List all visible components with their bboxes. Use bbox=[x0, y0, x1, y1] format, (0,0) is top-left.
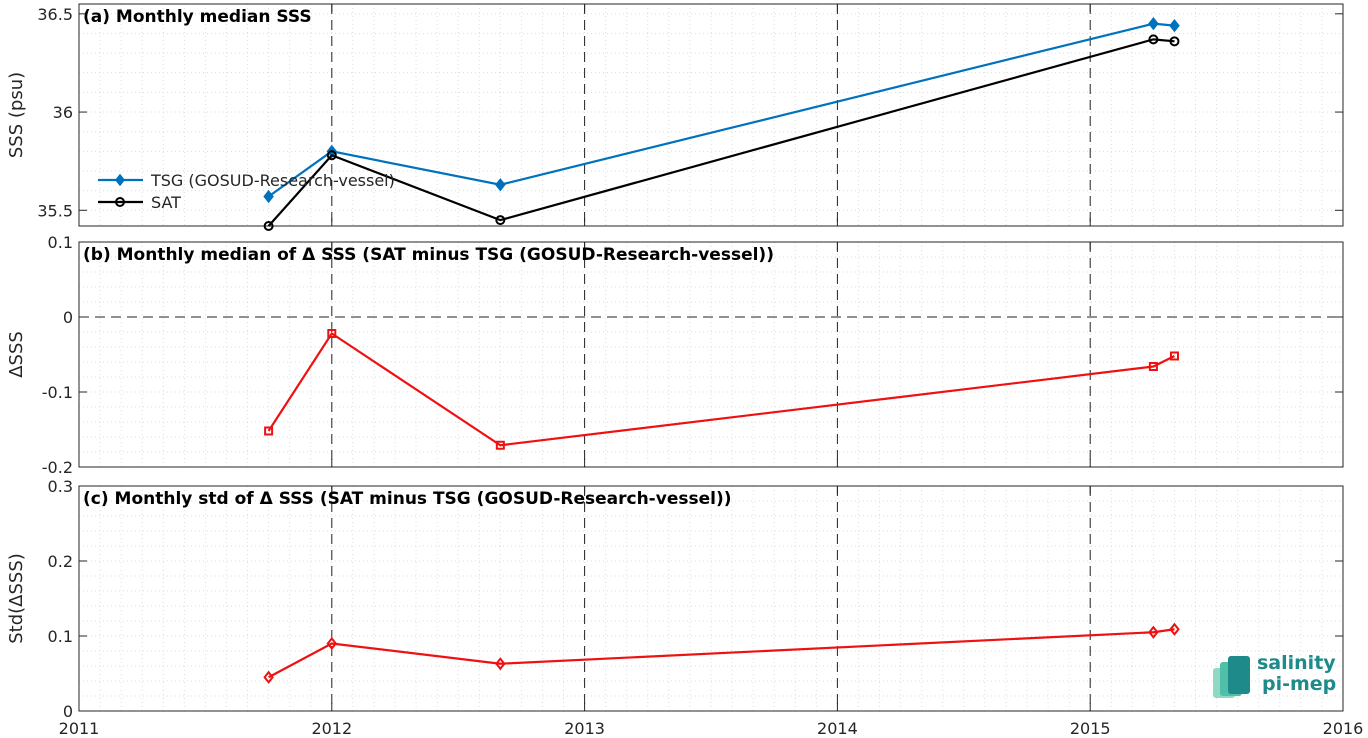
y-tick-label: 0.3 bbox=[48, 477, 73, 496]
data-point bbox=[495, 657, 506, 671]
x-tick-label: 2016 bbox=[1323, 719, 1364, 738]
legend-marker bbox=[115, 197, 125, 207]
data-point bbox=[495, 215, 506, 226]
legend-label: SAT bbox=[151, 193, 181, 212]
panel-b: -0.2 -0.1 0 0.1 ΔSSS (b) Monthly median of Δ … bbox=[6, 233, 1344, 477]
data-point bbox=[1148, 362, 1158, 371]
data-point bbox=[263, 670, 274, 684]
y-tick-label: 36.5 bbox=[37, 5, 73, 24]
y-tick-label: 0.1 bbox=[48, 627, 73, 646]
series-line bbox=[268, 628, 1175, 679]
data-point bbox=[1169, 19, 1180, 33]
data-point bbox=[264, 426, 274, 436]
series-line bbox=[267, 331, 1175, 447]
x-tick-label: 2012 bbox=[311, 719, 352, 738]
y-tick-label: -0.1 bbox=[42, 383, 73, 402]
logo-line1: salinity bbox=[1257, 652, 1336, 674]
data-point bbox=[263, 189, 274, 204]
data-point bbox=[263, 221, 274, 231]
data-point bbox=[326, 150, 337, 161]
y-tick-label: 35.5 bbox=[37, 201, 73, 220]
x-tick-label: 2013 bbox=[564, 719, 605, 738]
data-point bbox=[326, 636, 338, 651]
series-line bbox=[267, 22, 1175, 198]
data-point bbox=[1148, 34, 1159, 45]
data-point bbox=[327, 329, 337, 338]
y-tick-label: 36 bbox=[53, 103, 73, 122]
y-tick-label: 0.2 bbox=[48, 552, 73, 571]
y-tick-label: 0 bbox=[63, 702, 73, 721]
legend-label: TSG (GOSUD-Research-vessel) bbox=[150, 171, 395, 190]
data-point bbox=[495, 178, 506, 192]
data-point bbox=[1169, 36, 1180, 47]
data-point bbox=[1148, 17, 1159, 31]
x-tick-label: 2015 bbox=[1070, 719, 1111, 738]
panel-a: 35.5 36 36.5 SSS (psu) (a) Monthly median SS… bbox=[6, 3, 1344, 231]
axes-box bbox=[78, 241, 1344, 468]
y-axis-label: Std(ΔSSS) bbox=[6, 553, 27, 644]
axes-box bbox=[78, 3, 1344, 227]
y-tick-label: 0 bbox=[63, 308, 73, 327]
y-tick-label: 0.1 bbox=[48, 233, 73, 252]
data-point bbox=[1169, 622, 1180, 636]
logo-line2: pi-mep bbox=[1262, 673, 1336, 695]
data-point bbox=[495, 440, 505, 450]
y-tick-label: -0.2 bbox=[42, 458, 73, 477]
panel-title: (c) Monthly std of Δ SSS (SAT minus TSG … bbox=[83, 489, 731, 509]
axes-box bbox=[78, 485, 1344, 712]
legend-marker bbox=[115, 173, 125, 187]
panel-title: (b) Monthly median of Δ SSS (SAT minus T… bbox=[83, 245, 774, 265]
y-axis-label: ΔSSS bbox=[6, 331, 27, 378]
data-point bbox=[1169, 351, 1179, 361]
panel-c: 0 0.1 0.2 0.3 2011 2012 2013 2014 2015 2016 Std(ΔS… bbox=[6, 477, 1363, 738]
logo-wave-icon bbox=[1228, 656, 1250, 694]
panel-title: (a) Monthly median SSS bbox=[83, 7, 312, 27]
data-point bbox=[1148, 625, 1159, 639]
series-line bbox=[267, 38, 1175, 227]
x-tick-label: 2011 bbox=[59, 719, 100, 738]
legend: TSG (GOSUD-Research-vessel) SAT bbox=[98, 171, 395, 212]
x-tick-label: 2014 bbox=[817, 719, 858, 738]
y-axis-label: SSS (psu) bbox=[6, 72, 27, 158]
